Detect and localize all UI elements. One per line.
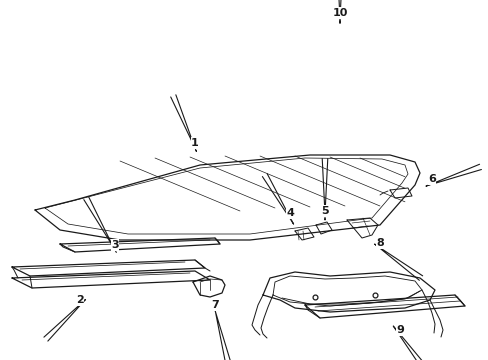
Polygon shape (346, 218, 377, 238)
Text: 5: 5 (321, 206, 328, 216)
Polygon shape (263, 272, 434, 312)
Text: 1: 1 (191, 138, 199, 148)
Text: 7: 7 (211, 300, 219, 310)
Text: 9: 9 (395, 325, 403, 335)
Polygon shape (389, 188, 411, 198)
Text: 2: 2 (76, 295, 84, 305)
Text: 10: 10 (332, 8, 347, 18)
Text: 3: 3 (111, 240, 119, 250)
Polygon shape (12, 271, 209, 288)
Polygon shape (315, 222, 331, 234)
Polygon shape (305, 295, 464, 318)
Polygon shape (294, 228, 313, 240)
Text: 6: 6 (427, 174, 435, 184)
Polygon shape (193, 276, 224, 297)
Polygon shape (60, 238, 220, 252)
Polygon shape (35, 155, 419, 240)
Text: 4: 4 (285, 208, 293, 218)
Text: 8: 8 (375, 238, 383, 248)
Polygon shape (12, 260, 204, 276)
